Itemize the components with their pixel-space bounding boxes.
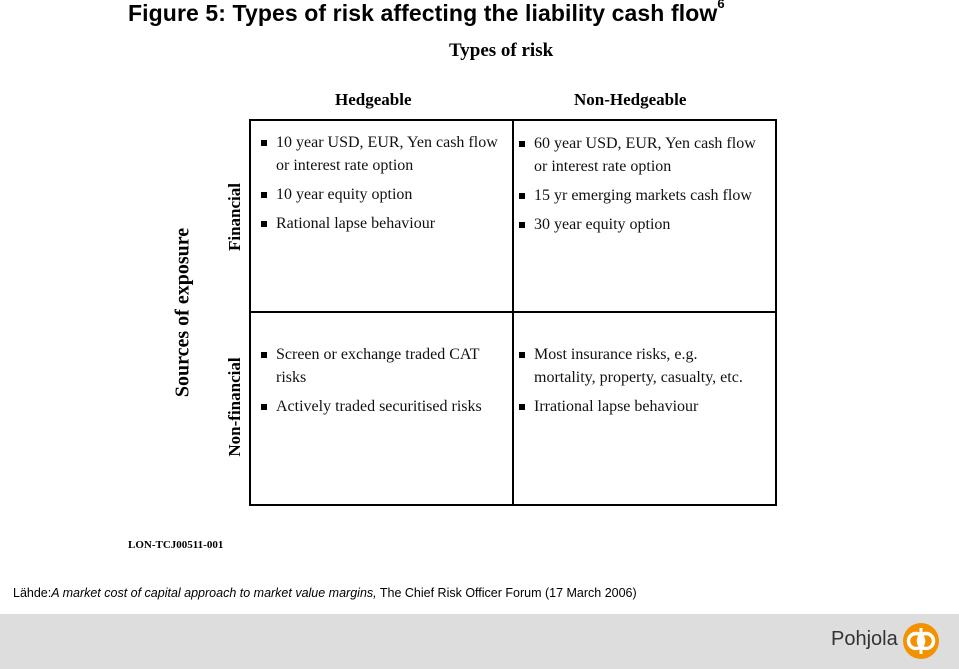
- column-header-hedgeable: Hedgeable: [335, 90, 412, 109]
- list-item: 60 year USD, EUR, Yen cash flow or inter…: [510, 132, 758, 178]
- source-prefix: Lähde:: [13, 586, 52, 600]
- list-item: Screen or exchange traded CAT risks: [252, 343, 500, 389]
- sources-of-exposure-label: Sources of exposure: [171, 227, 194, 398]
- bullet-list: 60 year USD, EUR, Yen cash flow or inter…: [510, 132, 758, 236]
- list-item: Most insurance risks, e.g. mortality, pr…: [510, 343, 758, 389]
- cell-non-financial-hedgeable: Screen or exchange traded CAT risks Acti…: [252, 343, 500, 424]
- brand-name: Pohjola: [831, 628, 898, 650]
- risk-matrix-grid: [249, 119, 777, 506]
- column-header-non-hedgeable: Non-Hedgeable: [574, 90, 687, 109]
- cell-financial-hedgeable: 10 year USD, EUR, Yen cash flow or inter…: [252, 131, 500, 241]
- pohjola-logo-icon: [903, 623, 939, 659]
- grid-horizontal-divider: [251, 311, 775, 313]
- bullet-list: Screen or exchange traded CAT risks Acti…: [252, 343, 500, 418]
- list-item: 10 year equity option: [252, 183, 500, 206]
- figure-title-text: Figure 5: Types of risk affecting the li…: [128, 0, 718, 26]
- source-publisher: The Chief Risk Officer Forum (17 March 2…: [376, 586, 637, 600]
- list-item: 30 year equity option: [510, 213, 758, 236]
- figure-title: Figure 5: Types of risk affecting the li…: [128, 0, 725, 27]
- bullet-list: 10 year USD, EUR, Yen cash flow or inter…: [252, 131, 500, 235]
- list-item: Actively traded securitised risks: [252, 395, 500, 418]
- figure-title-footnote: 6: [717, 0, 725, 12]
- cell-financial-non-hedgeable: 60 year USD, EUR, Yen cash flow or inter…: [510, 132, 758, 242]
- types-of-risk-label: Types of risk: [449, 40, 554, 61]
- list-item: 15 yr emerging markets cash flow: [510, 184, 758, 207]
- reference-code: LON-TCJ00511-001: [128, 539, 224, 551]
- row-header-non-financial: Non-financial: [225, 357, 244, 457]
- bullet-list: Most insurance risks, e.g. mortality, pr…: [510, 343, 758, 418]
- cell-non-financial-non-hedgeable: Most insurance risks, e.g. mortality, pr…: [510, 343, 758, 424]
- row-header-financial: Financial: [225, 183, 244, 252]
- footer-bar: Pohjola: [0, 614, 959, 669]
- list-item: 10 year USD, EUR, Yen cash flow or inter…: [252, 131, 500, 177]
- source-citation: Lähde:A market cost of capital approach …: [13, 586, 637, 600]
- source-title: A market cost of capital approach to mar…: [51, 586, 377, 600]
- list-item: Irrational lapse behaviour: [510, 395, 758, 418]
- list-item: Rational lapse behaviour: [252, 212, 500, 235]
